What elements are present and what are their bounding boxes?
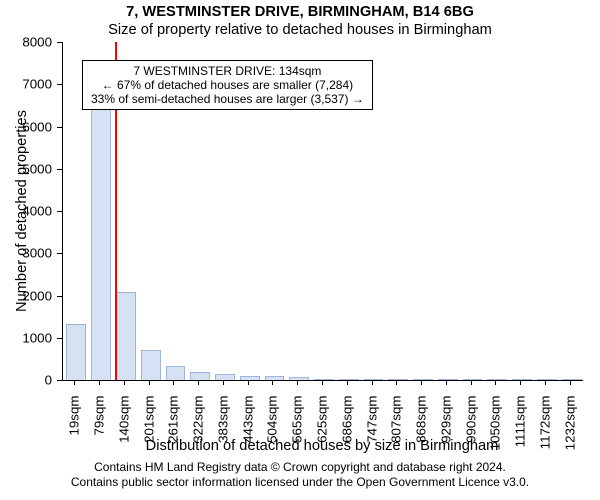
y-tick-label: 3000 — [0, 246, 52, 261]
histogram-bar — [66, 324, 86, 380]
chart-title: 7, WESTMINSTER DRIVE, BIRMINGHAM, B14 6B… — [0, 4, 600, 20]
histogram-bar — [265, 376, 285, 380]
x-tick-mark — [223, 380, 224, 385]
histogram-bar — [512, 379, 532, 380]
footer-line-1: Contains HM Land Registry data © Crown c… — [0, 460, 600, 475]
x-tick-mark — [421, 380, 422, 385]
histogram-bar — [364, 379, 384, 380]
x-tick-label: 747sqm — [364, 396, 379, 456]
x-tick-mark — [198, 380, 199, 385]
x-tick-mark — [520, 380, 521, 385]
histogram-bar — [314, 379, 334, 380]
x-tick-label: 565sqm — [290, 396, 305, 456]
x-tick-label: 79sqm — [92, 396, 107, 456]
annotation-line: 7 WESTMINSTER DRIVE: 134sqm — [91, 64, 364, 78]
chart-subtitle: Size of property relative to detached ho… — [0, 22, 600, 38]
y-tick-label: 6000 — [0, 119, 52, 134]
x-tick-label: 322sqm — [191, 396, 206, 456]
histogram-bar — [91, 96, 111, 380]
histogram-bar — [141, 350, 161, 380]
x-tick-mark — [297, 380, 298, 385]
x-tick-label: 383sqm — [215, 396, 230, 456]
x-tick-label: 686sqm — [339, 396, 354, 456]
x-tick-label: 807sqm — [389, 396, 404, 456]
x-tick-label: 261sqm — [166, 396, 181, 456]
x-tick-mark — [272, 380, 273, 385]
histogram-bar — [537, 379, 557, 380]
x-tick-mark — [446, 380, 447, 385]
histogram-bar — [116, 292, 136, 380]
y-tick-mark — [57, 380, 62, 381]
x-tick-mark — [322, 380, 323, 385]
y-tick-mark — [57, 211, 62, 212]
x-tick-label: 19sqm — [67, 396, 82, 456]
histogram-bar — [240, 376, 260, 380]
histogram-bar — [463, 379, 483, 380]
x-tick-mark — [495, 380, 496, 385]
y-tick-label: 5000 — [0, 161, 52, 176]
y-tick-label: 7000 — [0, 77, 52, 92]
y-tick-mark — [57, 253, 62, 254]
footer-line-2: Contains public sector information licen… — [0, 475, 600, 490]
chart-container: 7, WESTMINSTER DRIVE, BIRMINGHAM, B14 6B… — [0, 0, 600, 500]
x-tick-label: 1111sqm — [513, 396, 528, 456]
annotation-line: ← 67% of detached houses are smaller (7,… — [91, 78, 364, 92]
histogram-bar — [166, 366, 186, 380]
histogram-bar — [487, 379, 507, 380]
x-tick-mark — [545, 380, 546, 385]
annotation-line: 33% of semi-detached houses are larger (… — [91, 92, 364, 106]
y-tick-label: 4000 — [0, 204, 52, 219]
x-tick-label: 201sqm — [141, 396, 156, 456]
y-tick-label: 1000 — [0, 330, 52, 345]
y-tick-label: 8000 — [0, 35, 52, 50]
x-tick-label: 1172sqm — [537, 396, 552, 456]
y-tick-mark — [57, 338, 62, 339]
x-tick-label: 625sqm — [315, 396, 330, 456]
x-tick-label: 929sqm — [438, 396, 453, 456]
histogram-bar — [562, 379, 582, 380]
histogram-bar — [413, 379, 433, 380]
y-tick-mark — [57, 127, 62, 128]
histogram-bar — [289, 377, 309, 380]
x-tick-label: 868sqm — [414, 396, 429, 456]
y-tick-mark — [57, 169, 62, 170]
x-tick-mark — [347, 380, 348, 385]
x-tick-label: 504sqm — [265, 396, 280, 456]
x-tick-mark — [372, 380, 373, 385]
histogram-bar — [438, 379, 458, 380]
x-tick-label: 1050sqm — [488, 396, 503, 456]
x-tick-mark — [570, 380, 571, 385]
histogram-bar — [215, 374, 235, 380]
x-tick-label: 140sqm — [116, 396, 131, 456]
histogram-bar — [388, 379, 408, 380]
y-tick-label: 0 — [0, 373, 52, 388]
x-tick-label: 443sqm — [240, 396, 255, 456]
y-tick-label: 2000 — [0, 288, 52, 303]
x-tick-mark — [248, 380, 249, 385]
x-tick-mark — [471, 380, 472, 385]
x-tick-mark — [124, 380, 125, 385]
y-tick-mark — [57, 296, 62, 297]
x-tick-label: 990sqm — [463, 396, 478, 456]
histogram-bar — [339, 379, 359, 380]
footer-attribution: Contains HM Land Registry data © Crown c… — [0, 460, 600, 490]
y-tick-mark — [57, 84, 62, 85]
histogram-bar — [190, 372, 210, 380]
annotation-box: 7 WESTMINSTER DRIVE: 134sqm← 67% of deta… — [82, 60, 373, 110]
x-tick-mark — [74, 380, 75, 385]
x-tick-mark — [99, 380, 100, 385]
x-tick-mark — [396, 380, 397, 385]
x-tick-mark — [149, 380, 150, 385]
x-tick-label: 1232sqm — [562, 396, 577, 456]
y-tick-mark — [57, 42, 62, 43]
x-tick-mark — [173, 380, 174, 385]
